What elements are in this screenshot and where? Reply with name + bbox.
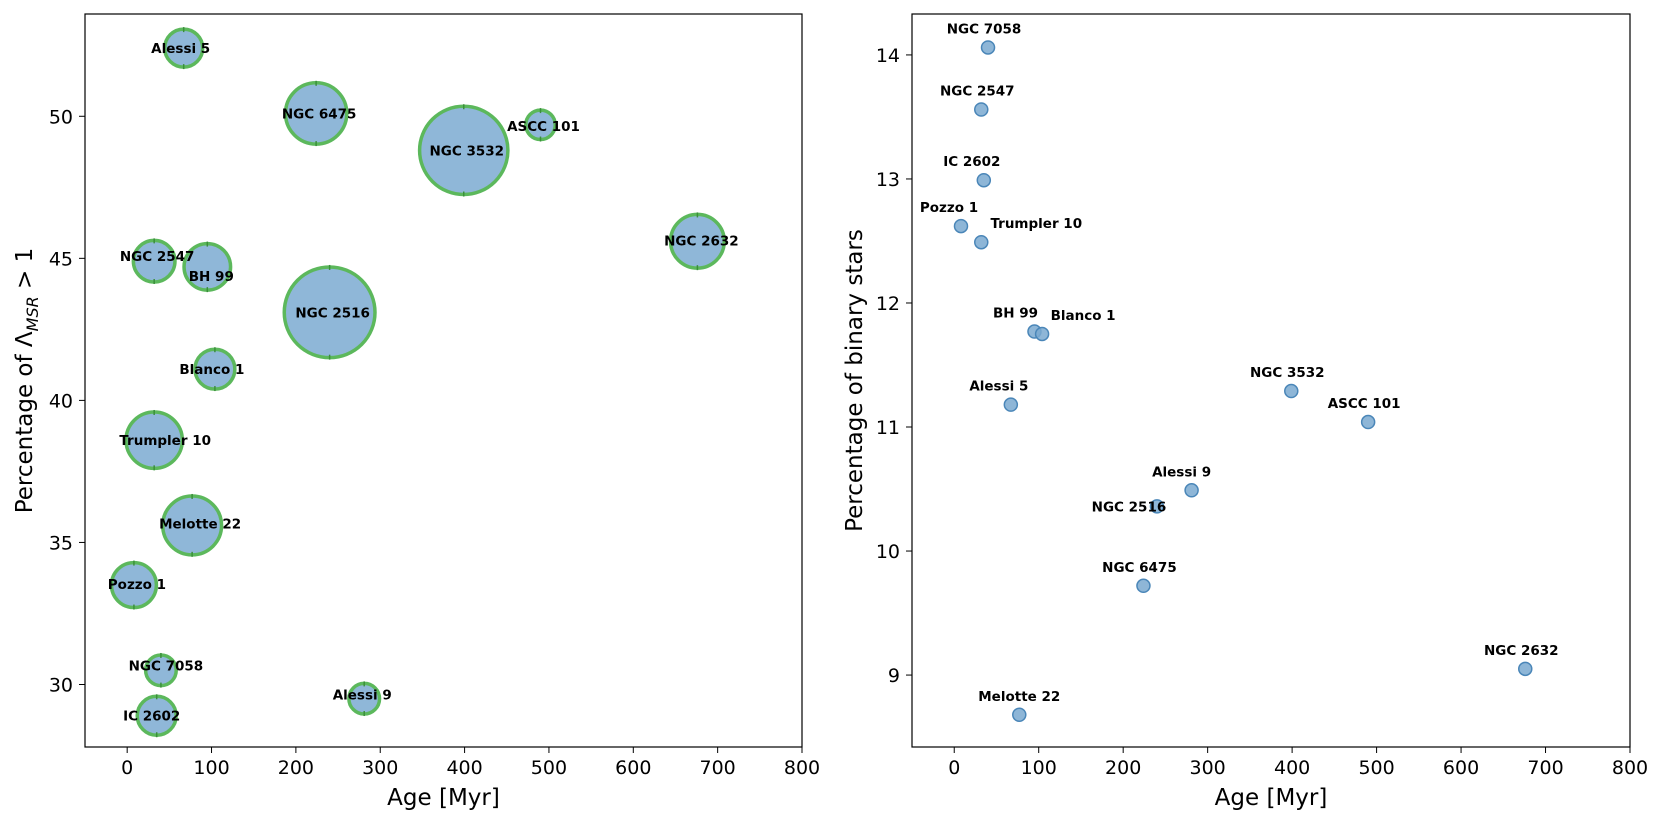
y-tick-label: 9: [888, 665, 900, 687]
scatter-marker: [974, 234, 989, 250]
y-tick-label: 45: [49, 248, 73, 270]
y-axis-label-prefix: Percentage of Λ: [12, 331, 38, 513]
x-tick-label: 0: [948, 757, 960, 779]
point-label: Alessi 9: [1152, 464, 1211, 480]
y-axis-label-suffix: > 1: [12, 248, 38, 297]
point-label: IC 2602: [123, 709, 180, 725]
y-axis-label: Percentage of ΛMSR > 1: [12, 248, 42, 514]
point-label: Alessi 5: [969, 379, 1028, 395]
x-tick-label: 700: [700, 757, 736, 779]
y-tick-label: 10: [876, 541, 900, 563]
point-label: NGC 6475: [1102, 560, 1177, 576]
scatter-marker: [1012, 707, 1027, 723]
x-tick-label: 700: [1527, 757, 1563, 779]
point-label: NGC 7058: [129, 658, 204, 674]
point-label: Alessi 9: [333, 688, 392, 704]
x-tick-label: 100: [1021, 757, 1057, 779]
y-tick-label: 35: [49, 532, 73, 554]
y-tick-label: 13: [876, 169, 900, 191]
y-tick-label: 50: [49, 106, 73, 128]
point-label: NGC 3532: [1250, 365, 1325, 381]
x-tick-label: 0: [121, 757, 133, 779]
scatter-marker: [1003, 397, 1019, 412]
point-label: ASCC 101: [1328, 396, 1401, 412]
x-tick-label: 500: [1358, 757, 1394, 779]
x-tick-label: 300: [362, 757, 398, 779]
point-label: Trumpler 10: [119, 433, 211, 449]
x-axis-label: Age [Myr]: [387, 785, 500, 811]
x-tick-label: 800: [784, 757, 820, 779]
point-label: NGC 2547: [940, 84, 1015, 100]
point-label: NGC 2632: [1484, 643, 1559, 659]
point-label: Trumpler 10: [990, 216, 1082, 232]
y-tick-label: 11: [876, 417, 900, 439]
scatter-marker: [1284, 383, 1299, 399]
point-label: NGC 2632: [664, 233, 739, 249]
x-tick-label: 600: [615, 757, 651, 779]
point-label: NGC 3532: [429, 143, 504, 159]
markers: [109, 27, 727, 738]
y-axis-label-subscript: MSR: [23, 296, 42, 331]
point-label: NGC 6475: [282, 106, 357, 122]
x-tick-label: 100: [193, 757, 229, 779]
point-label: Melotte 22: [159, 516, 241, 532]
x-tick-label: 400: [446, 757, 482, 779]
scatter-marker: [1518, 661, 1533, 677]
point-label: NGC 2516: [295, 305, 370, 321]
plot-frame: [911, 13, 1631, 748]
point-label: Blanco 1: [179, 362, 244, 378]
x-tick-label: 300: [1190, 757, 1226, 779]
x-tick-label: 200: [278, 757, 314, 779]
point-labels: NGC 7058 NGC 2547 IC 2602 Pozzo 1 Trumpler 1…: [920, 21, 1559, 704]
point-label: IC 2602: [943, 154, 1000, 170]
point-label: Melotte 22: [978, 689, 1060, 705]
x-tick-label: 400: [1274, 757, 1310, 779]
scatter-marker: [1184, 483, 1199, 498]
point-label: BH 99: [993, 306, 1038, 322]
point-label: Pozzo 1: [920, 200, 978, 216]
point-label: Alessi 5: [151, 41, 210, 57]
scatter-marker: [1149, 499, 1165, 514]
x-tick-label: 500: [531, 757, 567, 779]
scatter-marker: [1360, 414, 1376, 430]
scatter-marker: [953, 218, 969, 234]
point-label: BH 99: [189, 269, 234, 285]
x-tick-label: 800: [1612, 757, 1648, 779]
x-tick-label: 200: [1105, 757, 1141, 779]
scatter-marker: [1034, 326, 1050, 342]
x-axis-label: Age [Myr]: [1215, 785, 1328, 811]
point-label: NGC 2547: [120, 249, 195, 265]
plot-frame: [84, 13, 803, 748]
point-label: NGC 7058: [947, 21, 1022, 37]
markers: [953, 40, 1533, 723]
point-label: NGC 2516: [1092, 499, 1167, 515]
scatter-marker: [1136, 578, 1151, 594]
y-tick-label: 30: [49, 674, 73, 696]
y-tick-label: 40: [49, 390, 73, 412]
y-tick-label: 14: [876, 45, 900, 67]
scatter-marker: [976, 172, 992, 188]
point-label: Pozzo 1: [108, 577, 166, 593]
scatter-marker: [980, 40, 996, 55]
scatter-marker: [974, 102, 989, 117]
y-tick-label: 12: [876, 293, 900, 315]
x-tick-label: 600: [1443, 757, 1479, 779]
left-panel-bubble-chart: 0 100 200 300 400 500 600 700 800 30 35 40 45 50 Age […: [12, 13, 820, 811]
right-panel-binary-scatter: 0 100 200 300 400 500 600 700 800 9 10 11 12 13 14 Age …: [842, 13, 1648, 811]
point-label: ASCC 101: [507, 119, 580, 135]
point-label: Blanco 1: [1051, 308, 1116, 324]
y-axis-label: Percentage of binary stars: [842, 229, 868, 532]
